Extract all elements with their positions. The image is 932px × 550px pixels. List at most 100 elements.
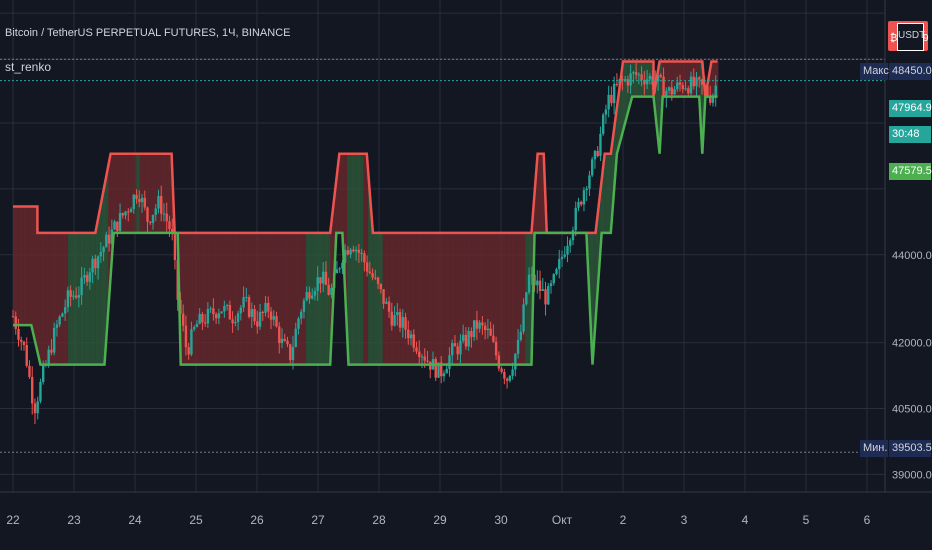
band-fill-segment (346, 153, 348, 326)
candle-body (376, 277, 380, 284)
band-fill-segment (238, 232, 241, 365)
band-fill-segment (365, 153, 368, 365)
candle-body (225, 304, 229, 306)
band-fill-segment (36, 206, 38, 349)
band-fill-segment (313, 232, 315, 365)
band-fill-segment (624, 61, 626, 125)
band-fill-segment (520, 232, 523, 365)
candle-body (283, 338, 286, 341)
band-fill-segment (470, 232, 473, 365)
band-fill-segment (521, 232, 524, 365)
band-fill-segment (349, 153, 352, 365)
indicator-name[interactable]: st_renko (5, 60, 52, 74)
band-fill-segment (54, 232, 56, 365)
band-fill-segment (413, 232, 415, 365)
band-fill-segment (217, 232, 220, 365)
band-fill-segment (499, 232, 502, 365)
candle-body (146, 207, 149, 222)
band-fill-segment (166, 153, 169, 233)
band-fill-segment (302, 232, 304, 365)
candle-body (143, 197, 146, 208)
candle-body (448, 355, 451, 369)
band-fill-segment (354, 153, 357, 365)
band-fill-segment (709, 68, 712, 97)
band-fill-segment (145, 153, 148, 233)
band-fill-segment (601, 180, 603, 233)
band-fill-segment (233, 232, 236, 365)
band-fill-segment (169, 153, 171, 233)
candle-body (214, 314, 218, 319)
x-tick-label: 6 (864, 513, 871, 527)
band-fill-segment (479, 232, 481, 365)
band-fill-segment (104, 182, 107, 356)
band-fill-segment (83, 232, 86, 365)
band-fill-segment (119, 153, 121, 233)
band-fill-segment (235, 232, 237, 365)
band-fill-segment (421, 232, 424, 365)
candle-body (294, 328, 297, 347)
band-fill-segment (188, 232, 191, 365)
band-fill-segment (208, 232, 210, 365)
candle-body (83, 275, 86, 278)
candle-body (247, 297, 251, 317)
band-fill-segment (699, 61, 702, 120)
candle-body (36, 401, 39, 414)
candle-body (360, 252, 363, 254)
band-fill-segment (335, 185, 337, 246)
x-tick-label: 3 (681, 513, 688, 527)
y-tick-label: 39000.00 (892, 469, 932, 481)
band-fill-segment (386, 232, 388, 365)
band-fill-segment (459, 232, 462, 365)
band-fill-segment (182, 232, 185, 365)
candle-body (656, 75, 660, 82)
candle-body (280, 338, 284, 344)
band-fill-segment (48, 232, 50, 365)
band-fill-segment (194, 232, 197, 365)
band-fill-segment (121, 153, 124, 233)
band-fill-segment (296, 232, 298, 365)
band-fill-segment (210, 232, 213, 365)
candle-body (681, 84, 684, 90)
band-fill-segment (99, 207, 102, 365)
candle-body (275, 316, 278, 327)
symbol-title[interactable]: Bitcoin / TetherUS PERPETUAL FUTURES, 1Ч… (5, 27, 291, 39)
candle-body (689, 76, 693, 94)
band-fill-segment (59, 232, 61, 365)
candle-body (33, 403, 37, 414)
band-fill-segment (187, 232, 189, 365)
band-fill-segment (350, 153, 353, 365)
candle-body (17, 328, 20, 340)
band-fill-segment (593, 232, 596, 339)
band-fill-segment (198, 232, 200, 365)
band-fill-segment (712, 61, 714, 97)
candle-body (659, 75, 663, 77)
band-fill-segment (623, 61, 625, 129)
band-fill-segment (232, 232, 235, 365)
band-fill-segment (436, 232, 438, 365)
candle-body (352, 249, 355, 252)
candle-body (321, 271, 325, 284)
band-fill-segment (113, 153, 115, 233)
band-fill-segment (326, 232, 329, 365)
band-fill-segment (297, 232, 299, 365)
band-fill-segment (530, 232, 532, 365)
band-fill-segment (516, 232, 519, 365)
band-fill-segment (222, 232, 225, 365)
band-fill-segment (471, 232, 474, 365)
candle-body (423, 356, 426, 361)
candle-body (25, 345, 28, 366)
st-renko-lower-line (13, 95, 718, 366)
candle-body (341, 262, 344, 269)
currency-badge[interactable]: ₿ USDT 9 (888, 21, 929, 51)
candle-body (349, 249, 352, 255)
band-fill-segment (289, 232, 292, 365)
band-fill-segment (231, 232, 233, 365)
candle-body (118, 213, 122, 231)
candle-body (236, 313, 240, 323)
band-fill-segment (80, 232, 82, 365)
band-fill-segment (594, 232, 597, 321)
band-fill-segment (715, 61, 718, 97)
level-price-badge: 47579.51 (889, 163, 932, 180)
x-tick-label: 2 (620, 513, 627, 527)
